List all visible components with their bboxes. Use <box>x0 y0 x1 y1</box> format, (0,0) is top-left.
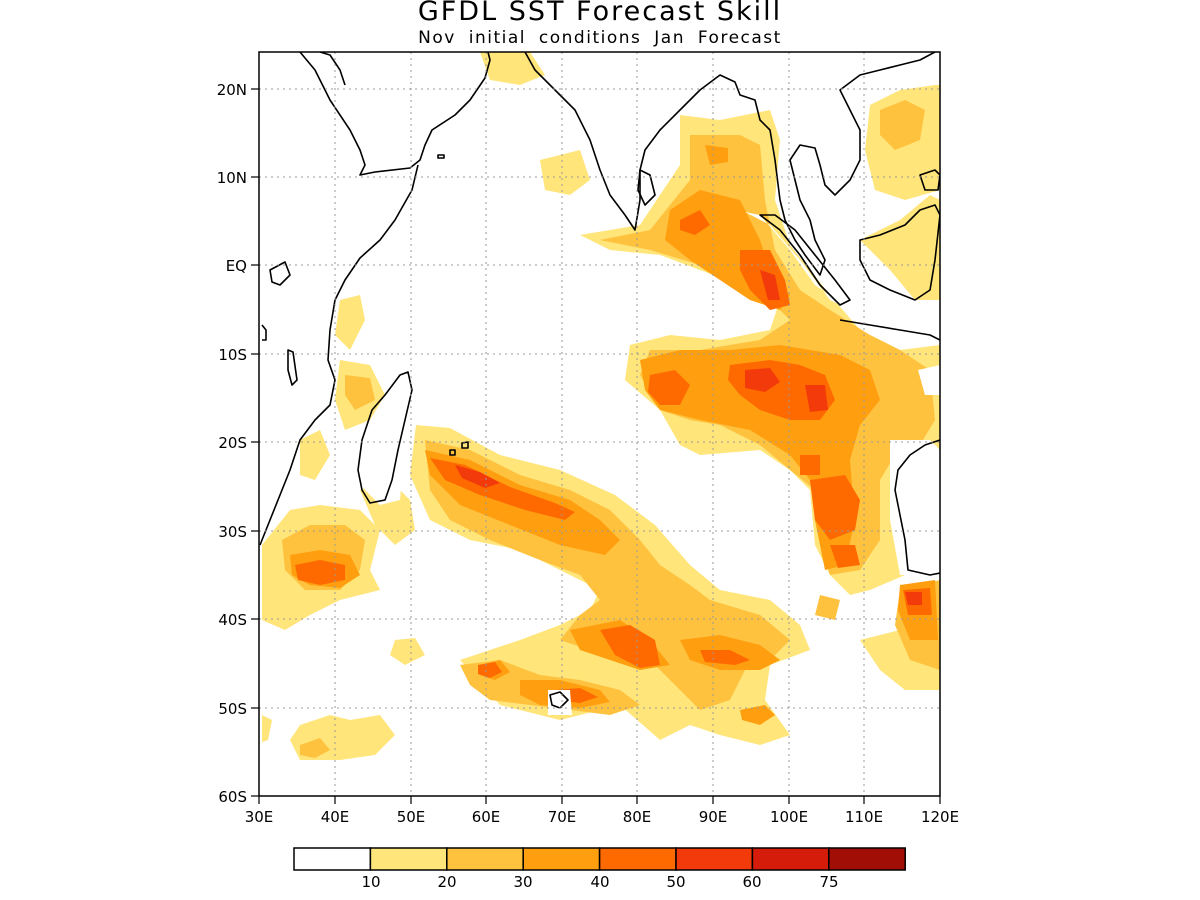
plot-frame <box>258 51 941 797</box>
colorbar-swatch <box>828 847 906 871</box>
lat-tick-label: 50S <box>218 700 247 718</box>
colorbar-label: 60 <box>742 873 761 891</box>
lon-tick-label: 120E <box>921 808 959 826</box>
colorbar-swatch <box>446 847 524 871</box>
skill-contours <box>259 52 940 760</box>
lat-tick-label: EQ <box>226 257 247 275</box>
map-title: GFDL SST Forecast Skill <box>417 0 783 27</box>
lon-tick-label: 50E <box>397 808 426 826</box>
colorbar-swatches <box>293 847 906 871</box>
colorbar-swatch <box>522 847 601 871</box>
colorbar-swatch <box>675 847 754 871</box>
lon-tick-label: 60E <box>472 808 501 826</box>
gridlines <box>259 52 940 796</box>
colorbar-label: 10 <box>361 873 380 891</box>
lat-tick-label: 30S <box>218 523 247 541</box>
colorbar-label: 40 <box>590 873 609 891</box>
colorbar-label: 50 <box>666 873 685 891</box>
colorbar-swatch <box>369 847 448 871</box>
lat-tick-label: 40S <box>218 611 247 629</box>
lon-tick-label: 100E <box>770 808 808 826</box>
axis-ticks <box>251 88 941 804</box>
lat-tick-label: 60S <box>218 788 247 806</box>
colorbar-labels: 10 20 30 40 50 60 75 <box>361 873 838 891</box>
colorbar-swatch <box>598 847 677 871</box>
colorbar-swatch <box>293 847 372 871</box>
contour-level-50 <box>455 270 922 605</box>
lon-tick-label: 80E <box>623 808 652 826</box>
lat-tick-label: 20N <box>217 81 247 99</box>
lon-tick-label: 70E <box>548 808 577 826</box>
lat-tick-label: 10S <box>218 346 247 364</box>
colorbar-swatch <box>751 847 830 871</box>
colorbar-label: 75 <box>819 873 838 891</box>
lon-tick-label: 90E <box>699 808 728 826</box>
lon-tick-label: 110E <box>845 808 883 826</box>
land-masks <box>360 212 940 715</box>
lat-tick-label: 20S <box>218 434 247 452</box>
lat-tick-label: 10N <box>217 169 247 187</box>
lon-tick-label: 40E <box>321 808 350 826</box>
lon-tick-label: 30E <box>245 808 274 826</box>
lat-tick-labels: 60S 50S 40S 30S 20S 10S EQ 10N 20N <box>217 81 247 806</box>
map-subtitle: Nov initial conditions Jan Forecast <box>418 28 782 48</box>
colorbar-label: 20 <box>437 873 456 891</box>
lon-tick-labels: 30E 40E 50E 60E 70E 80E 90E 100E 110E 12… <box>245 808 959 826</box>
colorbar-label: 30 <box>513 873 532 891</box>
